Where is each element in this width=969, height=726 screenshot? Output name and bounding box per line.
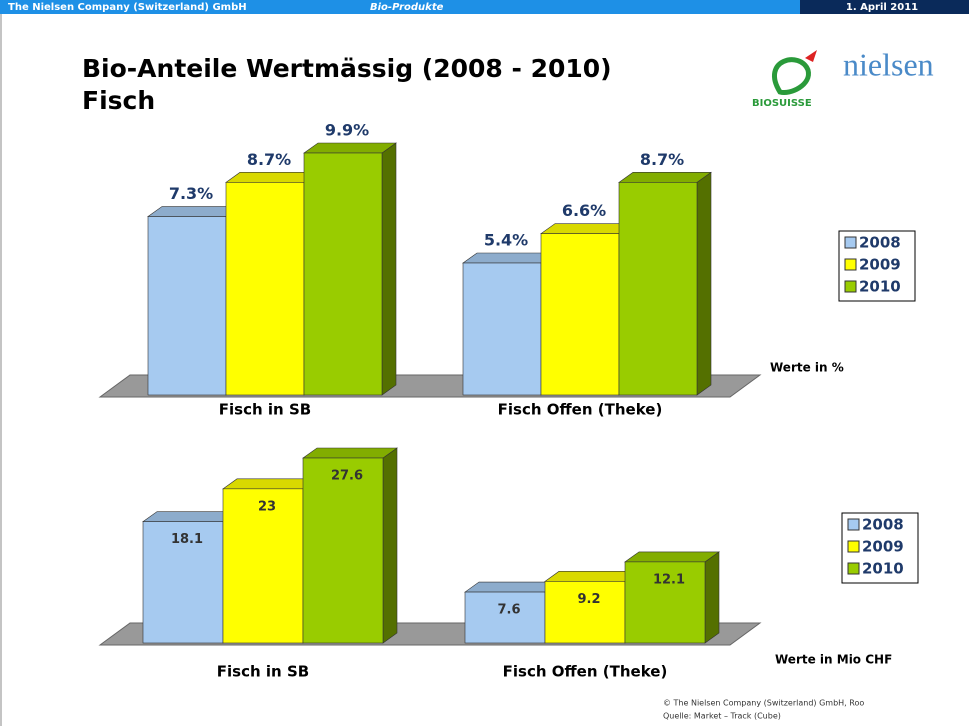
bar [618, 182, 698, 396]
data-label: 27.6 [331, 469, 363, 484]
bar [462, 262, 542, 396]
bar-side [704, 551, 720, 644]
legend-label: 2008 [862, 516, 904, 534]
bar [540, 233, 620, 396]
legend-label: 2008 [859, 234, 901, 252]
data-label: 9.2 [577, 592, 600, 607]
bar [147, 216, 227, 396]
data-label: 23 [258, 499, 276, 514]
bar [303, 152, 383, 396]
legend-swatch [847, 540, 860, 553]
bar-side [696, 171, 712, 396]
title-line: Fisch [82, 86, 155, 115]
nielsen-logo: nielsen [843, 46, 934, 82]
header-bar [0, 0, 969, 14]
biosuisse-flag [805, 50, 817, 62]
annotation: Werte in % [770, 361, 844, 375]
legend-label: 2009 [862, 538, 904, 556]
header-date: 1. April 2011 [846, 2, 918, 13]
legend-swatch [844, 280, 857, 293]
bar [624, 561, 706, 644]
bar-side [381, 142, 397, 396]
bar-top [618, 172, 712, 183]
data-label: 7.6 [497, 603, 520, 618]
data-label: 5.4% [484, 231, 528, 250]
data-label: 9.9% [325, 121, 369, 140]
bar [142, 521, 224, 644]
biosuisse-logo: BIOSUISSE [752, 98, 812, 109]
bar [225, 182, 305, 396]
bar [222, 488, 304, 644]
legend-label: 2009 [859, 256, 901, 274]
data-label: 18.1 [171, 532, 203, 547]
x-tick-label: Fisch in SB [219, 401, 311, 419]
legend-label: 2010 [862, 560, 904, 578]
bar-top [624, 551, 720, 563]
data-label: 6.6% [562, 201, 606, 220]
footer-line: © The Nielsen Company (Switzerland) GmbH… [663, 699, 864, 708]
biosuisse-icon [772, 57, 811, 96]
footer-line: Quelle: Market – Track (Cube) [663, 712, 781, 721]
data-label: 12.1 [653, 572, 685, 587]
x-tick-label: Fisch in SB [217, 663, 309, 681]
annotation: Werte in Mio CHF [775, 653, 892, 667]
x-tick-label: Fisch Offen (Theke) [503, 663, 668, 681]
bar [544, 581, 626, 644]
bar-side [382, 447, 398, 644]
header-date-bar [800, 0, 969, 14]
data-label: 7.3% [169, 184, 213, 203]
legend-swatch [847, 518, 860, 531]
title-line: Bio-Anteile Wertmässig (2008 - 2010) [82, 54, 612, 83]
legend-swatch [847, 562, 860, 575]
bar [302, 457, 384, 644]
legend-swatch [844, 236, 857, 249]
header-company: The Nielsen Company (Switzerland) GmbH [8, 2, 247, 13]
data-label: 8.7% [247, 150, 291, 169]
legend-label: 2010 [859, 278, 901, 296]
bar [464, 591, 546, 644]
data-label: 8.7% [640, 150, 684, 169]
x-tick-label: Fisch Offen (Theke) [498, 401, 663, 419]
bar-top [303, 142, 397, 154]
header-section: Bio-Produkte [370, 2, 444, 13]
bar-top [302, 447, 398, 459]
legend-swatch [844, 258, 857, 271]
